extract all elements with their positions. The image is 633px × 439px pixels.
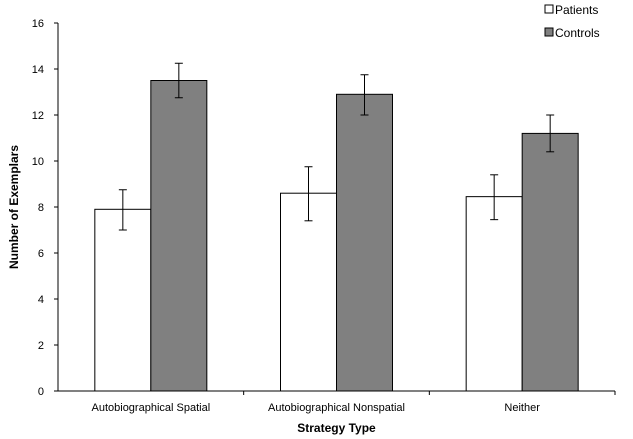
- y-tick-label: 16: [32, 18, 44, 30]
- y-axis-ticks: 0 2 4 6 8 10 12 14 16: [32, 18, 58, 398]
- legend-swatch-controls: [544, 27, 554, 37]
- bars: [94, 80, 579, 392]
- bar-controls: [521, 132, 579, 392]
- x-tick-label: Autobiographical Spatial: [92, 402, 211, 414]
- x-tick-label: Autobiographical Nonspatial: [268, 402, 405, 414]
- bar-patients: [94, 208, 152, 392]
- bar-patients: [465, 196, 523, 392]
- y-tick-label: 12: [32, 110, 44, 122]
- legend-label-patients: Patients: [555, 3, 598, 17]
- legend: Patients Controls: [544, 3, 600, 40]
- legend-label-controls: Controls: [555, 26, 600, 40]
- y-tick-label: 6: [38, 248, 44, 260]
- y-tick-label: 2: [38, 340, 44, 352]
- bar-controls: [150, 80, 208, 392]
- y-tick-label: 10: [32, 156, 44, 168]
- y-tick-label: 14: [32, 64, 44, 76]
- error-bars: [118, 62, 555, 231]
- x-axis-title: Strategy Type: [297, 421, 376, 435]
- y-tick-label: 4: [38, 294, 44, 306]
- y-axis-title: Number of Exemplars: [7, 145, 21, 269]
- y-tick-label: 8: [38, 202, 44, 214]
- y-tick-label: 0: [38, 386, 44, 398]
- x-tick-label: Neither: [504, 402, 540, 414]
- bar-controls: [336, 93, 393, 392]
- x-axis-tick-labels: Autobiographical Spatial Autobiographical…: [92, 391, 616, 414]
- legend-swatch-patients: [544, 4, 554, 14]
- bar-patients: [280, 192, 337, 392]
